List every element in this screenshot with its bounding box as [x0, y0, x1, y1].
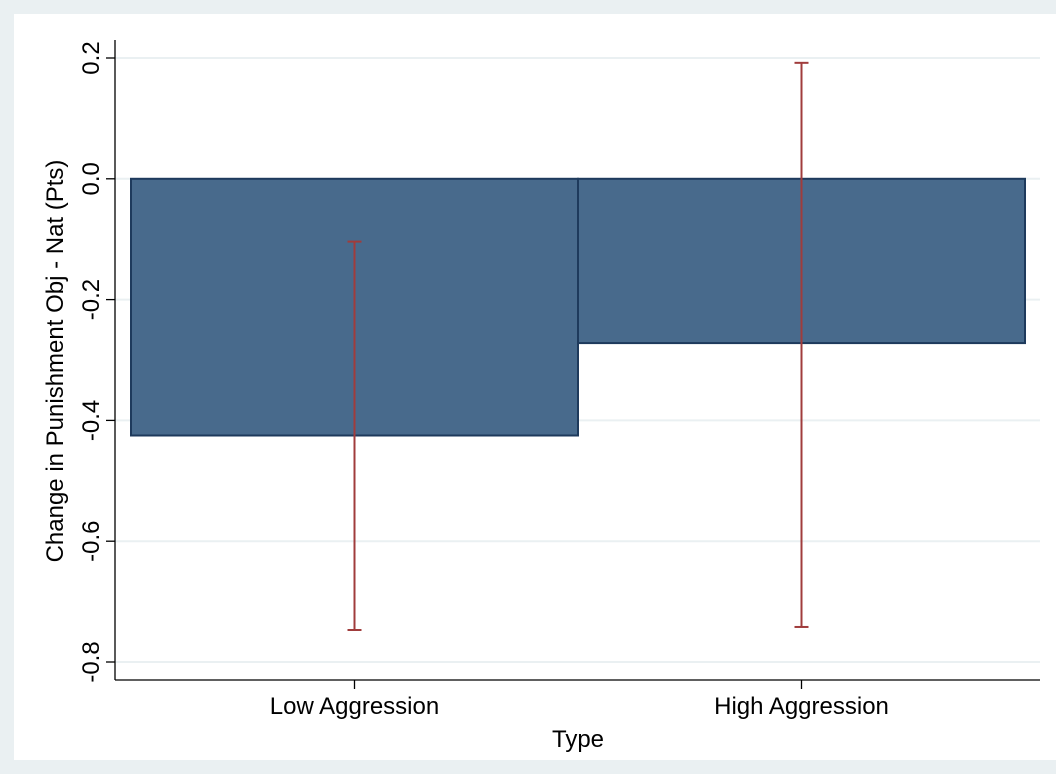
axes	[114, 40, 1040, 681]
x-ticks: Low Aggression High Aggression	[270, 680, 889, 720]
y-tick-label: -0.6	[78, 521, 105, 562]
x-tick-label: High Aggression	[714, 693, 889, 720]
y-tick-label: 0.0	[78, 162, 105, 195]
error-bars	[347, 61, 809, 631]
x-axis-title: Type	[552, 726, 604, 753]
y-tick-label: -0.8	[78, 641, 105, 682]
y-ticks: -0.8 -0.6 -0.4 -0.2 0.0 0.2	[78, 41, 115, 683]
y-tick-label: -0.4	[78, 400, 105, 441]
y-tick-label: -0.2	[78, 279, 105, 320]
y-axis-title: Change in Punishment Obj - Nat (Pts)	[42, 160, 69, 563]
y-tick-label: 0.2	[78, 41, 105, 74]
x-tick-label: Low Aggression	[270, 693, 439, 720]
